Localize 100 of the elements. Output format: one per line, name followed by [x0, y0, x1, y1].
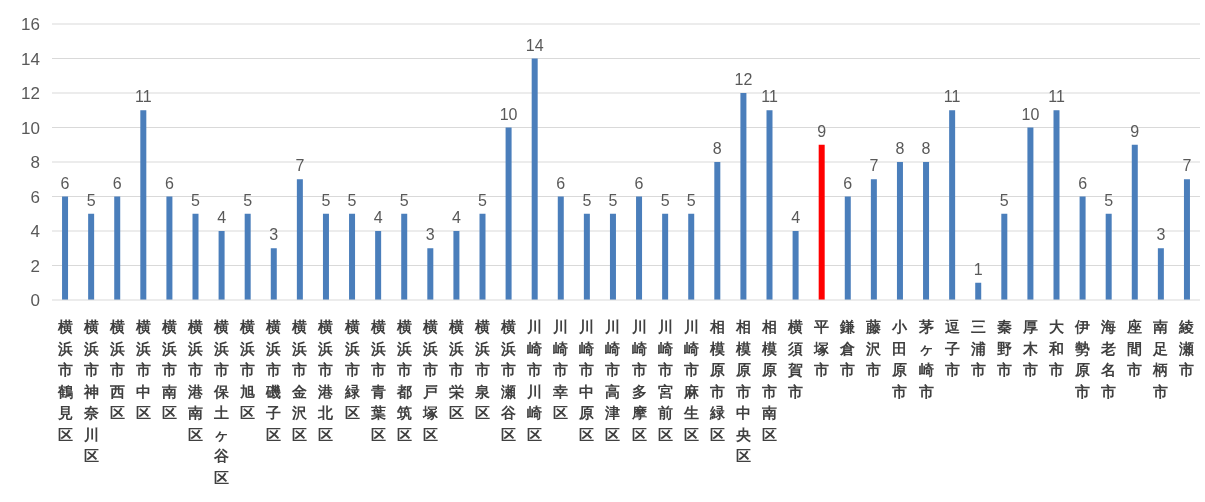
bar: [140, 110, 147, 300]
bar: [401, 213, 408, 300]
data-label: 3: [269, 226, 279, 244]
y-tick-label: 10: [21, 118, 40, 138]
data-label: 5: [1104, 191, 1114, 209]
data-label: 11: [135, 88, 152, 106]
y-tick-label: 4: [30, 222, 40, 241]
x-tick-label: 秦野市: [995, 318, 1013, 378]
bar: [1131, 144, 1138, 300]
x-tick-label: 川崎市川崎区: [526, 318, 543, 443]
data-label: 5: [608, 191, 618, 209]
x-tick-label: 相模原市緑区: [708, 318, 726, 443]
data-label: 5: [243, 191, 253, 209]
data-label: 5: [660, 191, 670, 209]
data-label: 4: [791, 209, 801, 226]
bar: [818, 144, 825, 300]
bar: [1053, 110, 1060, 300]
bar: [896, 162, 903, 300]
bar: [1105, 213, 1112, 300]
data-label: 8: [895, 140, 905, 157]
data-label: 9: [1130, 122, 1140, 140]
data-label: 5: [999, 191, 1009, 209]
bar: [1079, 196, 1086, 300]
x-tick-label: 横浜市保土ヶ谷区: [213, 318, 231, 486]
bar: [557, 196, 564, 300]
bar: [114, 196, 121, 300]
x-tick-label: 川崎市幸区: [552, 318, 569, 421]
bar: [714, 162, 721, 300]
x-tick-label: 横浜市南区: [160, 318, 177, 421]
data-label: 6: [164, 174, 174, 192]
x-tick-label: 綾瀬市: [1178, 318, 1195, 378]
bar: [949, 110, 956, 300]
bar: [1183, 179, 1190, 300]
x-tick-label: 横浜市青葉区: [369, 318, 386, 443]
data-label: 7: [1182, 157, 1192, 175]
data-label: 9: [817, 122, 827, 140]
y-tick-label: 16: [21, 15, 40, 34]
bar: [740, 93, 747, 300]
bar: [583, 213, 590, 300]
data-label: 3: [425, 226, 435, 244]
data-label: 6: [843, 174, 853, 192]
x-tick-label: 横浜市中区: [134, 318, 151, 421]
bar: [766, 110, 773, 300]
bar: [636, 196, 643, 300]
x-tick-label: 座間市: [1126, 318, 1143, 378]
bar: [296, 179, 303, 300]
y-tick-label: 14: [21, 49, 40, 69]
data-label: 7: [869, 157, 879, 175]
bar: [1157, 248, 1164, 300]
x-tick-label: 横浜市鶴見区: [56, 318, 73, 443]
x-tick-label: 川崎市麻生区: [682, 318, 700, 443]
bar: [322, 213, 329, 300]
x-tick-label: 大和市: [1048, 318, 1065, 378]
x-tick-label: 横浜市瀬谷区: [500, 318, 518, 443]
data-label: 6: [634, 174, 644, 192]
x-tick-label: 相模原市中央区: [734, 318, 752, 464]
x-tick-label: 川崎市宮前区: [656, 318, 673, 443]
data-label: 5: [582, 191, 592, 209]
x-tick-label: 横浜市泉区: [474, 318, 490, 421]
bar: [375, 231, 382, 300]
x-tick-label: 三浦市: [969, 318, 986, 378]
bar: [244, 213, 251, 300]
data-label: 14: [525, 36, 544, 54]
x-tick-label: 相模原市南区: [761, 318, 778, 443]
data-label: 5: [347, 191, 357, 209]
x-tick-label: 川崎市中原区: [578, 318, 595, 443]
data-label: 5: [399, 191, 409, 209]
x-tick-label: 横浜市神奈川区: [82, 318, 100, 464]
data-label: 11: [943, 88, 961, 106]
data-label: 5: [478, 191, 488, 209]
data-label: 12: [734, 71, 753, 88]
bar: [792, 231, 799, 300]
x-tick-label: 藤沢市: [865, 318, 883, 378]
x-tick-label: 横須賀市: [787, 318, 804, 400]
bar: [844, 196, 851, 300]
data-label: 6: [1078, 174, 1088, 192]
bar: [923, 162, 930, 300]
bar: [453, 231, 460, 300]
data-label: 4: [451, 209, 461, 226]
data-label: 7: [295, 157, 305, 175]
data-label: 4: [217, 209, 227, 226]
data-label: 10: [1021, 105, 1040, 123]
data-label: 5: [191, 191, 201, 209]
x-tick-label: 鎌倉市: [839, 318, 857, 378]
x-tick-label: 伊勢原市: [1074, 318, 1091, 400]
bar: [662, 213, 669, 300]
y-tick-label: 0: [30, 291, 40, 310]
y-tick-label: 2: [30, 256, 40, 276]
data-label: 11: [761, 88, 778, 106]
x-tick-label: 横浜市栄区: [447, 318, 464, 421]
x-tick-label: 横浜市磯子区: [265, 318, 282, 443]
bar: [427, 248, 434, 300]
bar: [975, 282, 982, 300]
data-label: 5: [86, 191, 96, 209]
data-label: 6: [112, 174, 122, 192]
bar: [88, 213, 95, 300]
x-tick-label: 小田原市: [891, 318, 909, 400]
x-tick-label: 横浜市金沢区: [291, 318, 309, 443]
bar: [218, 231, 225, 300]
x-tick-label: 横浜市戸塚区: [421, 318, 439, 443]
